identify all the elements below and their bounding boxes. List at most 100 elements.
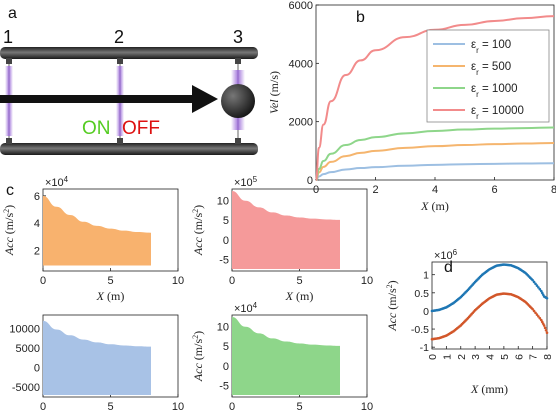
x-tick-label: 0 <box>40 401 46 413</box>
y-axis-label-unit: (m/s <box>2 213 16 238</box>
data-point <box>535 313 539 316</box>
x-axis-label-var: X <box>420 199 429 213</box>
data-point <box>537 315 540 318</box>
x-axis-label-var: X <box>96 415 105 417</box>
projectile-ball <box>221 84 255 118</box>
data-point <box>534 311 537 315</box>
x-axis-label: X (m) <box>285 289 314 303</box>
x-axis-label-unit: (m) <box>293 415 313 417</box>
x-tick-label: 10 <box>172 401 184 413</box>
data-point <box>543 326 547 330</box>
x-tick-label: 1 <box>441 354 453 360</box>
x-tick-label: 10 <box>361 275 373 287</box>
y-axis-label-unit: (m/s <box>191 339 205 364</box>
x-tick-label: 0 <box>229 275 235 287</box>
data-point <box>545 331 549 334</box>
y-axis-label-end: ) <box>191 331 205 335</box>
axis-multiplier: ×105 <box>234 175 258 190</box>
x-axis-label-var: X <box>470 382 479 396</box>
data-point <box>537 286 540 289</box>
x-axis-label-unit: (m) <box>104 289 124 303</box>
x-tick-label: 5 <box>296 275 302 287</box>
y-axis-label-sup: 2 <box>191 335 200 339</box>
y-axis-label-end: ) <box>385 280 399 284</box>
x-axis-label: X (m) <box>96 415 125 417</box>
legend-entry-4: εr = 10000 <box>471 105 524 121</box>
panel-b-letter: b <box>356 9 365 26</box>
motion-arrow <box>0 85 218 113</box>
x-tick-label: 0 <box>427 354 439 360</box>
y-tick-label: 2000 <box>289 117 313 129</box>
y-axis-label-unit: (m/s) <box>267 71 281 99</box>
panel-a-schematic: a <box>0 5 258 155</box>
legend-entry-2: εr = 500 <box>471 61 511 77</box>
x-axis-label-unit: (m) <box>293 289 313 303</box>
y-tick-label: 6000 <box>289 0 313 12</box>
y-tick-label: 10 <box>217 196 229 208</box>
axis-multiplier: ×104 <box>45 175 69 190</box>
legend-symbol: ε <box>471 105 476 117</box>
y-tick-label: -0.5 <box>411 324 429 336</box>
x-tick-label: 7 <box>528 354 540 360</box>
x-axis-label-var: X <box>285 289 294 303</box>
x-tick-label: 3 <box>470 354 482 360</box>
y-tick-label: 0 <box>423 306 429 318</box>
legend-value: = 100 <box>479 39 511 51</box>
y-tick-label: 0 <box>223 361 229 373</box>
legend-symbol: ε <box>471 61 476 73</box>
position-label-3: 3 <box>233 27 243 47</box>
y-tick-label: 6 <box>34 191 40 203</box>
x-tick-label: 5 <box>107 275 113 287</box>
y-tick-label: 4 <box>34 218 40 230</box>
y-tick-label: 10000 <box>9 324 40 336</box>
legend-box <box>426 29 550 123</box>
y-tick-label: 5000 <box>16 343 40 355</box>
axis-multiplier-exp: 5 <box>253 175 258 184</box>
legend-symbol: ε <box>471 39 476 51</box>
y-tick-label: 5 <box>223 215 229 227</box>
position-label-1: 1 <box>3 27 13 47</box>
x-axis-label: X (m) <box>96 289 125 303</box>
axis-multiplier: ×106 <box>434 248 458 263</box>
y-tick-label: -5 <box>219 254 229 266</box>
y-axis-label-var: Vel <box>267 99 281 114</box>
y-axis-label-sup: 2 <box>191 209 200 213</box>
x-tick-label: 0 <box>229 401 235 413</box>
data-point <box>532 280 536 284</box>
data-point <box>531 307 534 311</box>
legend-value: = 10000 <box>479 105 524 117</box>
legend-subscript: r <box>476 112 479 121</box>
oscillation-band <box>43 195 151 266</box>
axis-multiplier-base: ×10 <box>434 250 453 262</box>
y-tick-label: 0.5 <box>414 288 429 300</box>
panel-d-acc-scatter: 0 1 2 3 4 5 6 7 8-1-0.500.51X (mm)Acc (m/s2)×106 <box>385 248 555 397</box>
y-tick-label: 2 <box>34 246 40 258</box>
y-axis-label-var: Acc <box>2 237 16 257</box>
y-axis-label-end: ) <box>2 205 16 209</box>
axis-multiplier-exp: 4 <box>253 301 258 310</box>
x-axis-label-var: X <box>285 415 294 417</box>
data-point <box>542 324 546 327</box>
y-axis-label-end: ) <box>191 205 205 209</box>
y-tick-label: 10 <box>217 322 229 334</box>
data-point <box>544 328 548 332</box>
x-tick-label: 5 <box>296 401 302 413</box>
y-axis-label: Acc (m/s2) <box>191 331 206 382</box>
x-tick-label: 5 <box>107 401 113 413</box>
axis-multiplier-exp: 6 <box>453 248 458 257</box>
axis-multiplier-base: ×10 <box>234 177 253 189</box>
data-point <box>532 309 536 313</box>
x-tick-label: 4 <box>432 184 438 196</box>
y-axis-label-sup: 2 <box>385 284 394 288</box>
y-axis-label: Acc (m/s2) <box>191 205 206 256</box>
bottom-rail <box>0 143 258 155</box>
x-axis-label: X (m) <box>420 199 449 213</box>
x-axis-label-unit: (mm) <box>478 382 508 396</box>
axis-multiplier-exp: 4 <box>64 175 69 184</box>
panel-d-letter: d <box>444 259 453 276</box>
y-tick-label: 1 <box>423 270 429 282</box>
x-tick-label: 4 <box>485 354 497 360</box>
